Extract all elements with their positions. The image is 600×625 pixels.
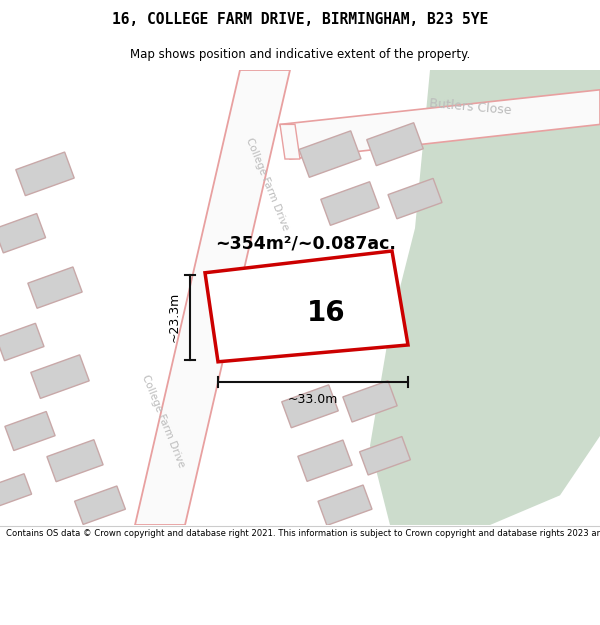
Polygon shape xyxy=(318,485,372,526)
Polygon shape xyxy=(0,474,32,507)
Polygon shape xyxy=(388,178,442,219)
Text: ~23.3m: ~23.3m xyxy=(167,292,181,342)
Polygon shape xyxy=(370,70,600,525)
Text: College Farm Drive: College Farm Drive xyxy=(244,136,290,232)
Text: ~33.0m: ~33.0m xyxy=(288,393,338,406)
Polygon shape xyxy=(16,152,74,196)
Polygon shape xyxy=(5,411,55,451)
Polygon shape xyxy=(74,486,125,524)
Polygon shape xyxy=(359,436,410,475)
Polygon shape xyxy=(321,182,379,226)
Text: 16: 16 xyxy=(307,299,345,327)
Polygon shape xyxy=(205,251,408,362)
Text: Butlers Close: Butlers Close xyxy=(428,98,512,118)
Polygon shape xyxy=(280,124,300,159)
Polygon shape xyxy=(0,214,46,253)
Polygon shape xyxy=(135,70,290,525)
Text: 16, COLLEGE FARM DRIVE, BIRMINGHAM, B23 5YE: 16, COLLEGE FARM DRIVE, BIRMINGHAM, B23 … xyxy=(112,12,488,27)
Text: College Farm Drive: College Farm Drive xyxy=(140,373,186,469)
Polygon shape xyxy=(31,355,89,399)
Polygon shape xyxy=(280,90,600,159)
Polygon shape xyxy=(0,323,44,361)
Polygon shape xyxy=(47,440,103,482)
Polygon shape xyxy=(298,440,352,481)
Polygon shape xyxy=(299,131,361,178)
Text: Contains OS data © Crown copyright and database right 2021. This information is : Contains OS data © Crown copyright and d… xyxy=(6,529,600,538)
Text: ~354m²/~0.087ac.: ~354m²/~0.087ac. xyxy=(215,234,396,252)
Polygon shape xyxy=(343,381,397,422)
Polygon shape xyxy=(28,267,82,308)
Polygon shape xyxy=(367,122,423,166)
Text: Map shows position and indicative extent of the property.: Map shows position and indicative extent… xyxy=(130,48,470,61)
Polygon shape xyxy=(282,385,338,428)
